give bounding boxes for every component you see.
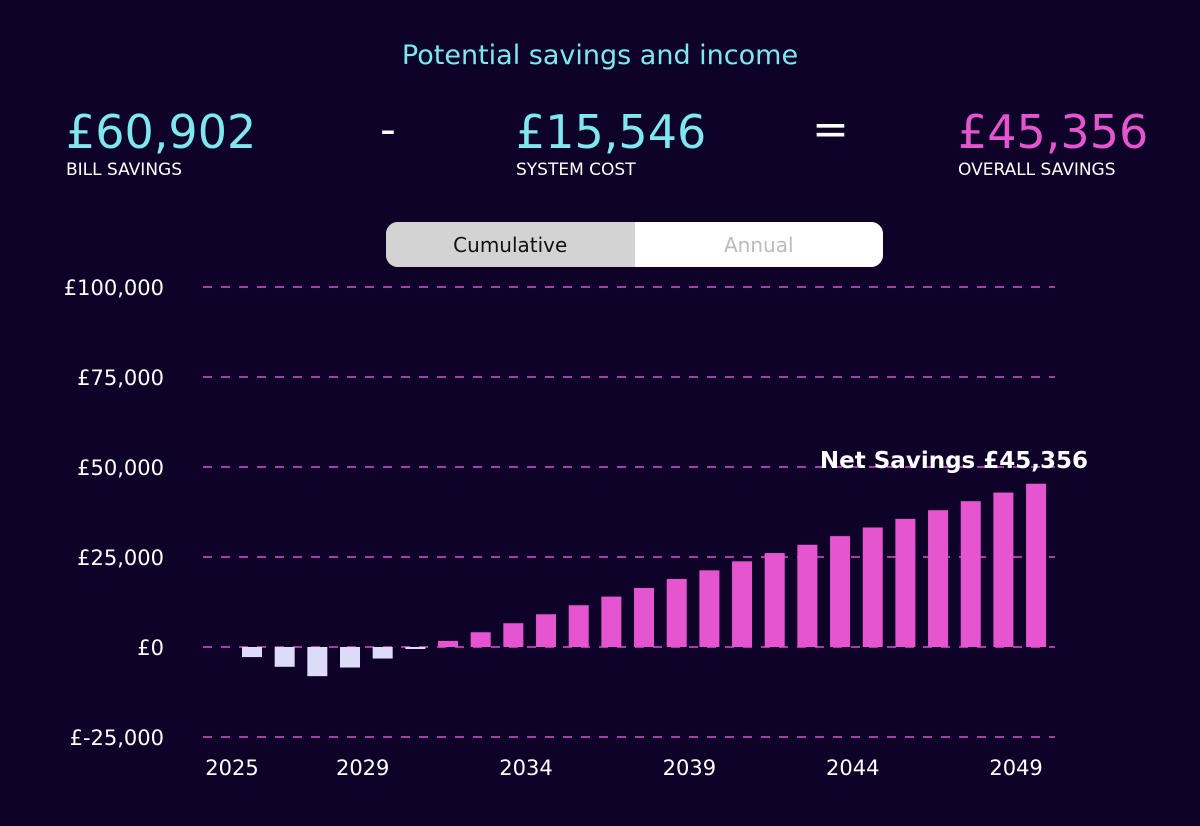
y-tick-label: £25,000: [77, 546, 164, 570]
bar-2032: [470, 632, 491, 647]
page-title: Potential savings and income: [401, 40, 799, 71]
equals-sign: =: [812, 104, 849, 155]
bar-2036: [601, 596, 622, 647]
x-tick-label: 2034: [499, 756, 552, 780]
x-tick-label: 2049: [989, 756, 1042, 780]
overall-savings-value: £45,356: [958, 105, 1149, 159]
bar-2040: [732, 561, 753, 647]
bar-2046: [928, 510, 949, 647]
bar-2047: [960, 501, 981, 647]
tab-annual[interactable]: Annual: [634, 222, 883, 267]
bill-savings-label: BILL SAVINGS: [66, 160, 182, 180]
bar-2044: [862, 527, 883, 647]
bar-2035: [568, 605, 589, 647]
tab-cumulative[interactable]: Cumulative: [386, 222, 635, 267]
bar-2026: [274, 647, 295, 667]
bar-2042: [797, 544, 818, 647]
bar-2048: [993, 492, 1014, 647]
bar-2045: [895, 518, 916, 647]
bar-2028: [340, 647, 361, 668]
overall-savings-stat: £45,356 OVERALL SAVINGS: [958, 106, 1148, 180]
bar-2031: [438, 640, 459, 647]
bar-2027: [307, 647, 328, 677]
system-cost-value: £15,546: [516, 105, 707, 159]
bill-savings-value: £60,902: [66, 105, 257, 159]
system-cost-stat: £15,546 SYSTEM COST: [516, 106, 706, 180]
bill-savings-stat: £60,902 BILL SAVINGS: [66, 106, 256, 180]
bar-2033: [503, 623, 524, 647]
bar-2049: [1026, 483, 1047, 647]
x-tick-label: 2039: [663, 756, 716, 780]
y-tick-label: £75,000: [77, 366, 164, 390]
bar-2037: [634, 587, 655, 647]
bar-2043: [830, 536, 851, 647]
bar-2034: [536, 614, 557, 647]
bar-2041: [764, 553, 785, 647]
system-cost-label: SYSTEM COST: [516, 160, 636, 180]
minus-sign: -: [380, 104, 396, 155]
bar-2039: [699, 570, 720, 647]
x-tick-label: 2044: [826, 756, 879, 780]
x-tick-label: 2025: [205, 756, 258, 780]
x-tick-label: 2029: [336, 756, 389, 780]
y-tick-label: £100,000: [64, 276, 164, 300]
view-toggle: Cumulative Annual: [386, 222, 883, 267]
bar-2025: [242, 647, 262, 658]
net-savings-annotation: Net Savings £45,356: [820, 448, 1088, 474]
y-tick-label: £50,000: [77, 456, 164, 480]
bar-2030: [405, 647, 426, 649]
overall-savings-label: OVERALL SAVINGS: [958, 160, 1116, 180]
y-tick-label: £0: [137, 636, 164, 660]
bar-2029: [372, 647, 393, 659]
bar-2038: [666, 578, 687, 647]
y-tick-label: £-25,000: [70, 726, 164, 750]
